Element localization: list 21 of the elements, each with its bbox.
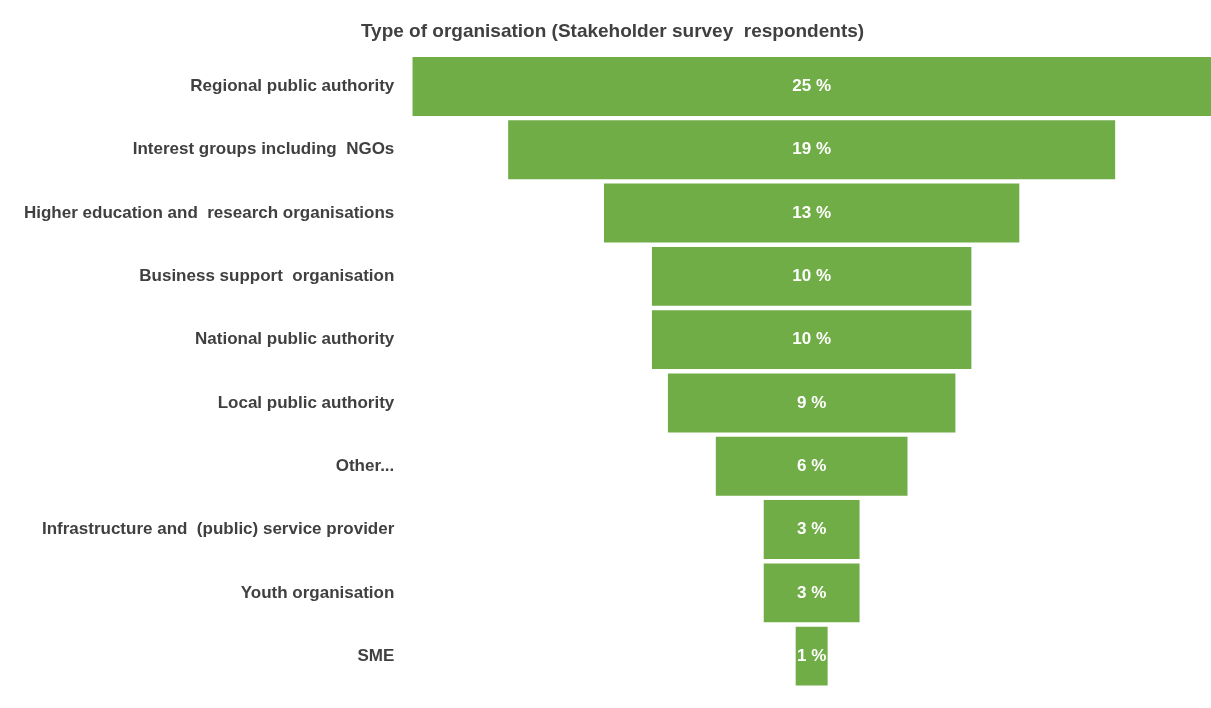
data-label: 9 % [797,392,827,412]
category-label: National public authority [195,329,395,349]
category-label: Other... [335,455,395,475]
data-label: 25 % [792,76,832,96]
category-label: SME [357,645,395,665]
data-label: 3 % [797,582,827,602]
category-label: Youth organisation [240,582,395,602]
data-label: 3 % [797,519,827,539]
category-label: Infrastructure and (public) service provider [41,519,395,539]
category-label: Higher education and research organisations [23,202,395,222]
category-label: Local public authority [217,392,395,412]
data-label: 6 % [797,455,827,475]
category-label: Business support organisation [139,266,395,286]
text: Type of organisation (Stakeholder survey respondents) [360,19,865,41]
data-label: 13 % [792,202,832,222]
data-label: 19 % [792,139,832,159]
data-label: 10 % [792,329,832,349]
category-label: Interest groups including NGOs [132,139,395,159]
category-label: Regional public authority [190,76,395,96]
data-label: 1 % [797,645,827,665]
data-label: 10 % [792,266,832,286]
